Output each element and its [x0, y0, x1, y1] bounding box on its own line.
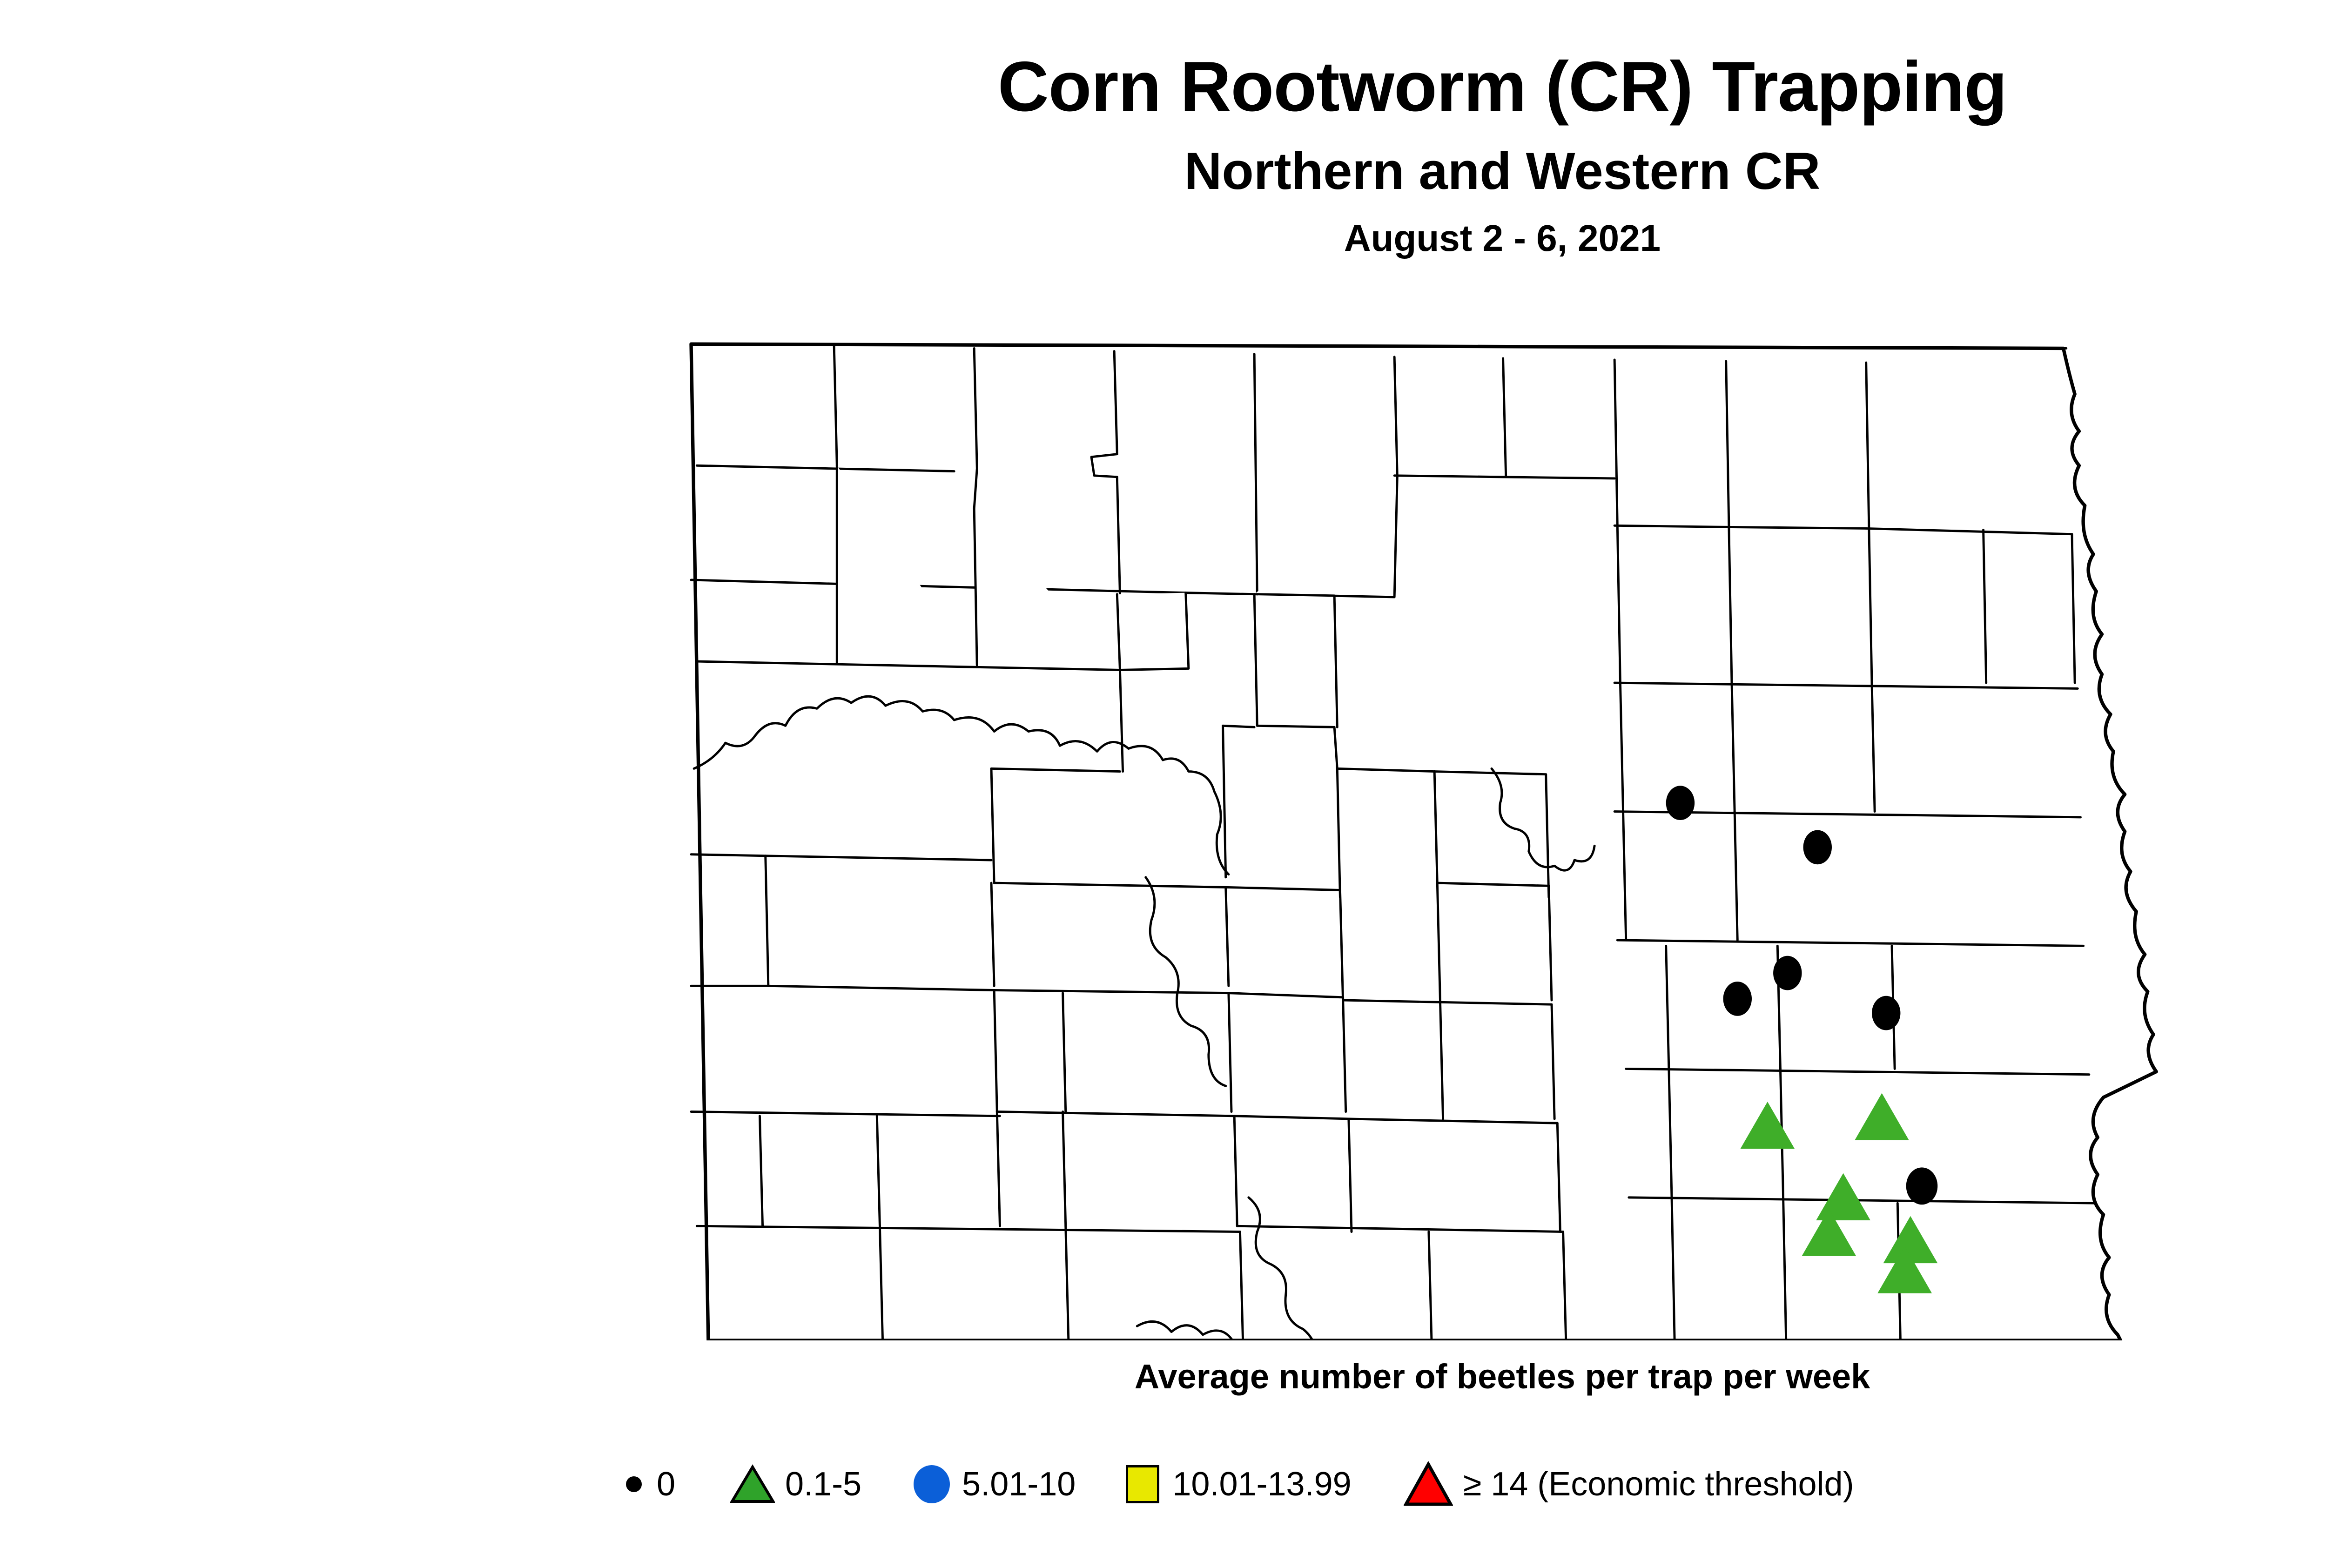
legend-label-2: 5.01-10 — [962, 1466, 1076, 1503]
trap-marker-triangle[interactable] — [1883, 1216, 1938, 1264]
legend-label-3: 10.01-13.99 — [1172, 1466, 1352, 1503]
legend-item-0[interactable]: 0 — [626, 1465, 675, 1503]
legend-label-1: 0.1-5 — [785, 1466, 862, 1503]
trap-marker-triangle[interactable] — [1877, 1246, 1932, 1293]
trap-marker-triangle[interactable] — [1802, 1209, 1856, 1256]
trap-marker-dot[interactable] — [1666, 786, 1695, 820]
state-outline — [689, 342, 2158, 1340]
trap-markers — [1666, 786, 1938, 1293]
legend-red-triangle-icon — [1403, 1461, 1453, 1506]
legend-item-3[interactable]: 10.01-13.99 — [1126, 1465, 1352, 1503]
trap-marker-triangle[interactable] — [1816, 1173, 1870, 1220]
legend-label-0: 0 — [657, 1466, 676, 1503]
date-range-label: August 2 - 6, 2021 — [1344, 217, 1661, 259]
legend-blue-circle-icon — [914, 1465, 950, 1503]
map-caption: Average number of beetles per trap per w… — [1134, 1357, 1870, 1396]
trap-marker-dot[interactable] — [1906, 1167, 1938, 1205]
trap-marker-dot[interactable] — [1723, 982, 1752, 1016]
legend: 0 0.1-5 5.01-10 10.01-13.99 ≥ 14 (Econom… — [0, 1461, 2327, 1507]
trap-marker-triangle[interactable] — [1855, 1093, 1909, 1140]
county-boundaries — [689, 342, 2158, 1340]
page-title: Corn Rootworm (CR) Trapping — [997, 47, 2007, 126]
legend-yellow-square-icon — [1126, 1465, 1160, 1503]
map-svg — [689, 342, 2158, 1340]
legend-green-triangle-icon — [730, 1464, 775, 1503]
trap-marker-dot[interactable] — [1872, 996, 1901, 1030]
legend-item-1[interactable]: 0.1-5 — [730, 1464, 861, 1504]
trap-marker-dot[interactable] — [1803, 830, 1832, 865]
legend-item-2[interactable]: 5.01-10 — [914, 1465, 1076, 1503]
legend-label-4: ≥ 14 (Economic threshold) — [1463, 1466, 1854, 1503]
north-dakota-county-map[interactable] — [549, 340, 2234, 1340]
legend-item-4[interactable]: ≥ 14 (Economic threshold) — [1403, 1461, 1854, 1507]
trap-marker-triangle[interactable] — [1740, 1102, 1795, 1149]
trap-marker-dot[interactable] — [1773, 956, 1802, 990]
title-block: Corn Rootworm (CR) Trapping Northern and… — [0, 0, 2327, 257]
legend-dot-icon — [626, 1476, 642, 1492]
page-subtitle: Northern and Western CR — [1184, 142, 1821, 200]
